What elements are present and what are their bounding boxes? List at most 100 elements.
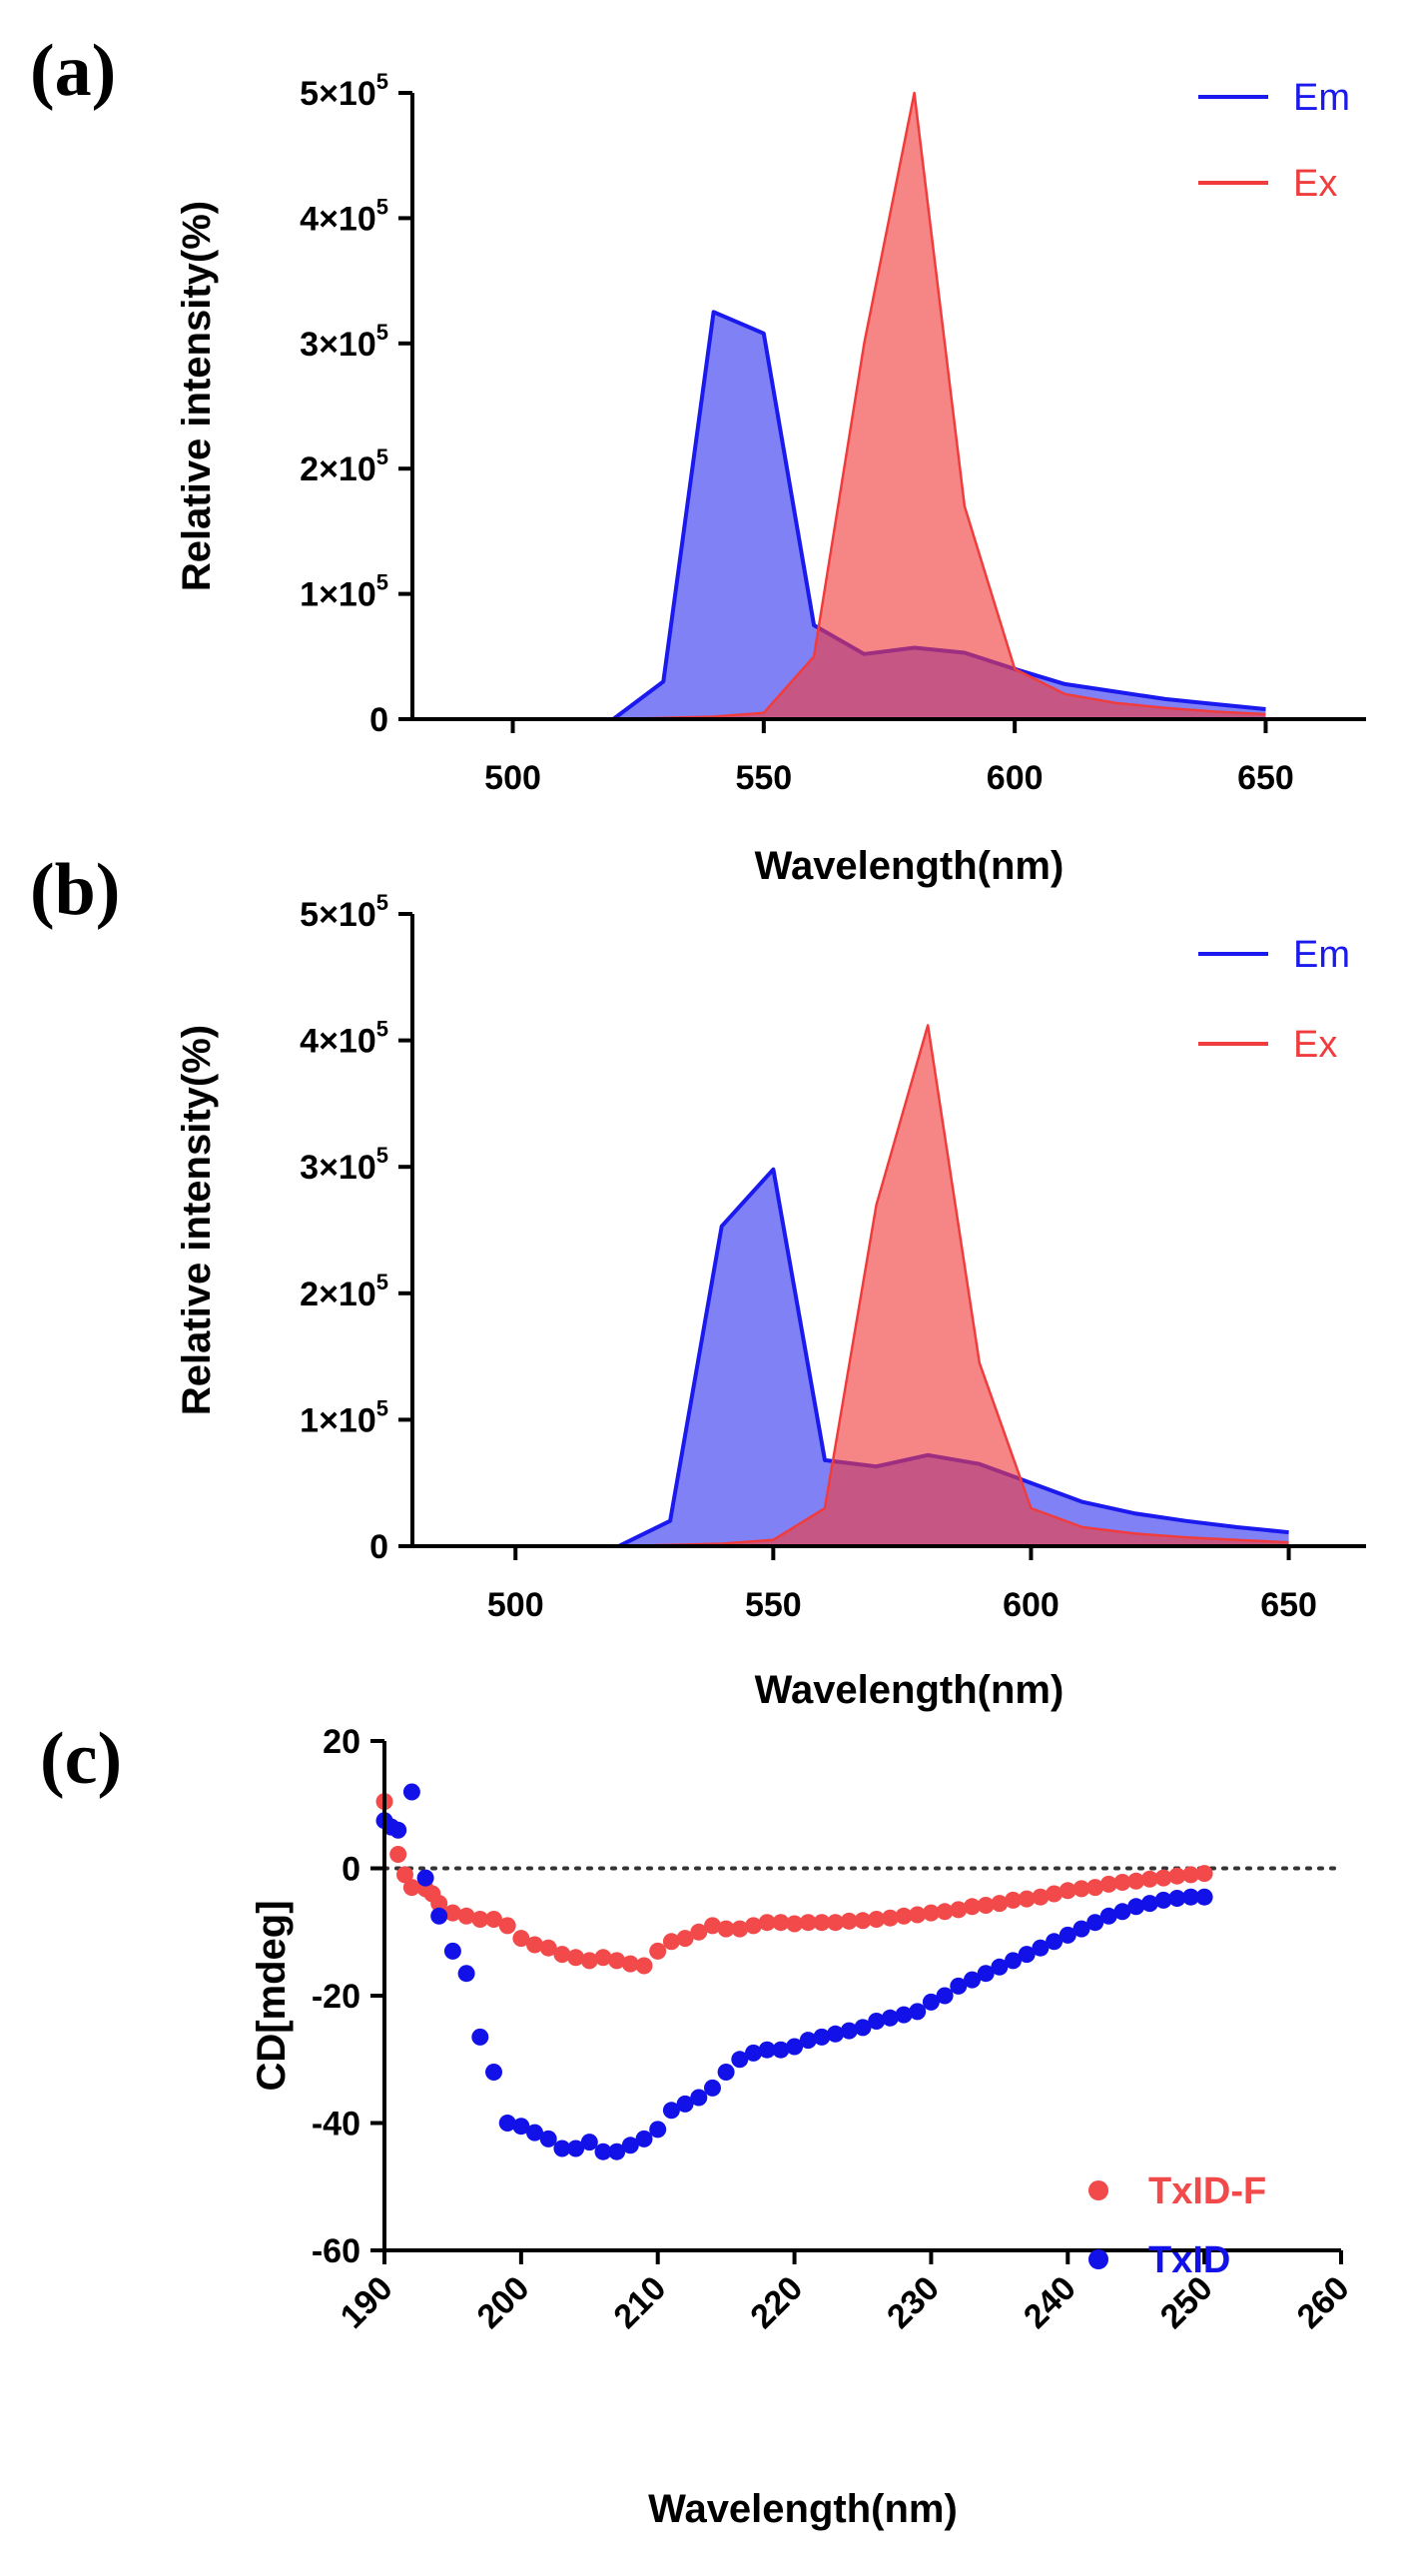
y-tick-exponent: 5 <box>376 1270 388 1294</box>
data-point-txid <box>485 2064 502 2081</box>
data-point-txid <box>1046 1933 1063 1951</box>
data-point-txid-f <box>854 1912 872 1930</box>
data-point-txid-f <box>539 1939 557 1957</box>
x-tick-label: 220 <box>743 2269 810 2336</box>
y-tick-label: 20 <box>323 1723 360 1761</box>
data-point-txid-f <box>1113 1874 1131 1891</box>
y-tick-mantissa: 4×10 <box>300 1023 376 1061</box>
data-point-txid <box>457 1965 475 1983</box>
panel-label: (b) <box>30 849 120 931</box>
y-axis-title: CD[mdeg] <box>250 1900 294 2091</box>
data-point-txid-f <box>635 1957 653 1975</box>
y-tick-mantissa: 2×10 <box>300 1276 376 1313</box>
data-point-txid <box>662 2102 680 2120</box>
data-point-txid-f <box>1046 1885 1063 1903</box>
data-point-txid <box>1195 1888 1213 1906</box>
data-point-txid <box>621 2137 639 2154</box>
x-axis-title: Wavelength(nm) <box>648 2487 958 2531</box>
legend-label-ex: Ex <box>1293 163 1337 205</box>
y-tick-mantissa: 4×10 <box>300 200 376 238</box>
y-tick-mantissa: 5×10 <box>300 75 376 113</box>
series-txid-f <box>375 1793 1213 1975</box>
y-tick-mantissa: 1×10 <box>300 1401 376 1439</box>
data-point-txid-f <box>909 1906 927 1924</box>
data-point-txid <box>881 2009 899 2027</box>
data-point-txid-f <box>457 1907 475 1925</box>
data-point-txid-f <box>389 1846 407 1863</box>
y-tick-exponent: 5 <box>376 444 388 469</box>
data-point-txid <box>731 2051 749 2069</box>
data-point-txid-f <box>402 1879 420 1897</box>
y-tick-label: 3×105 <box>300 1143 388 1187</box>
data-point-txid <box>1072 1920 1090 1938</box>
data-point-txid <box>1113 1903 1131 1921</box>
data-point-txid <box>402 1783 420 1801</box>
data-point-txid-f <box>396 1866 413 1884</box>
data-point-txid-f <box>1005 1891 1022 1909</box>
data-point-txid <box>498 2115 516 2132</box>
y-tick-label: 3×105 <box>300 320 388 364</box>
y-tick-exponent: 5 <box>376 1395 388 1420</box>
y-tick-exponent: 5 <box>376 890 388 915</box>
data-point-txid-f <box>772 1914 790 1932</box>
data-point-txid-f <box>786 1915 804 1933</box>
x-tick-label: 600 <box>987 759 1044 797</box>
data-point-txid-f <box>662 1933 680 1951</box>
data-point-txid-f <box>485 1911 502 1928</box>
data-point-txid-f <box>1059 1882 1076 1900</box>
legend-label-ex: Ex <box>1293 1024 1337 1066</box>
data-point-txid-f <box>1086 1879 1104 1897</box>
data-point-txid <box>1032 1939 1050 1957</box>
chart-a: (a)500 550 600 65001×1052×1053×1054×1055×10… <box>30 30 1366 888</box>
legend: Em Ex <box>1198 77 1350 205</box>
data-point-txid <box>1127 1898 1145 1916</box>
data-point-txid-f <box>1182 1866 1199 1884</box>
data-point-txid-f <box>950 1901 968 1919</box>
x-tick-label: 500 <box>487 1586 544 1624</box>
y-tick-label: -40 <box>312 2106 360 2144</box>
data-point-txid <box>786 2038 804 2056</box>
series-area-ex <box>412 93 1266 719</box>
y-tick-mantissa: 2×10 <box>300 450 376 488</box>
data-point-txid <box>1140 1895 1158 1913</box>
data-point-txid <box>430 1907 448 1925</box>
y-tick-exponent: 5 <box>376 320 388 345</box>
x-tick-label: 550 <box>735 759 792 797</box>
data-point-txid <box>676 2095 694 2113</box>
data-point-txid <box>936 1987 954 2005</box>
x-tick-label: 650 <box>1260 1586 1317 1624</box>
data-point-txid-f <box>690 1923 708 1941</box>
data-point-txid-f <box>1127 1872 1145 1890</box>
y-tick-label: 5×105 <box>300 890 388 934</box>
legend-label-em: Em <box>1293 934 1350 976</box>
data-point-txid <box>553 2140 571 2157</box>
data-point-txid-f <box>717 1920 735 1938</box>
data-point-txid <box>758 2041 776 2059</box>
data-point-txid-f <box>868 1911 886 1928</box>
data-point-txid <box>690 2089 708 2107</box>
data-point-txid-f <box>430 1895 448 1913</box>
data-point-txid <box>895 2006 913 2024</box>
chart-b: (b)500 550 600 65001×1052×1053×1054×1055×10… <box>30 849 1366 1712</box>
y-tick-label: 0 <box>369 1528 388 1566</box>
data-point-txid <box>1059 1926 1076 1944</box>
data-point-txid <box>1099 1907 1117 1925</box>
data-point-txid <box>745 2044 762 2062</box>
data-point-txid <box>1018 1946 1036 1964</box>
data-point-txid <box>567 2140 585 2157</box>
y-tick-mantissa: 3×10 <box>300 1149 376 1187</box>
data-point-txid-f <box>704 1917 721 1935</box>
x-axis-title: Wavelength(nm) <box>755 1668 1064 1712</box>
y-tick-label: -20 <box>312 1978 360 2016</box>
data-point-txid-f <box>936 1903 954 1921</box>
data-point-txid-f <box>498 1917 516 1935</box>
y-tick-label: 0 <box>369 701 388 739</box>
data-point-txid <box>813 2028 831 2046</box>
legend: TxID-F TxID <box>1088 2170 1266 2281</box>
data-point-txid-f <box>676 1930 694 1948</box>
legend: Em Ex <box>1198 934 1350 1066</box>
data-point-txid <box>1154 1891 1172 1909</box>
data-point-txid <box>580 2134 598 2151</box>
data-point-txid <box>649 2121 667 2139</box>
y-tick-label: 4×105 <box>300 1017 388 1061</box>
